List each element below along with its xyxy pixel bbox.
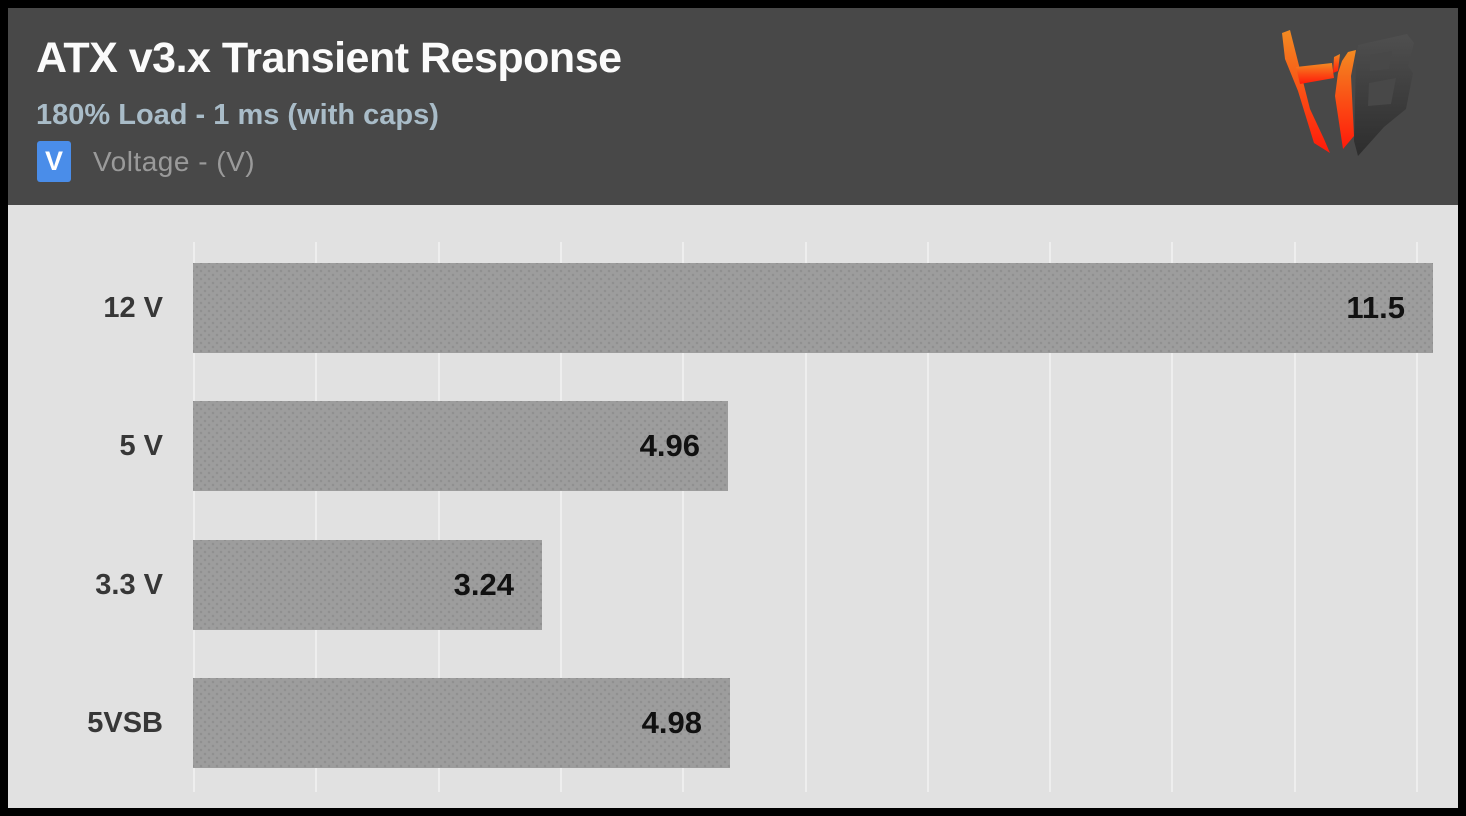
chart-row: 3.3 V 3.24	[8, 540, 1458, 630]
value-label: 4.98	[641, 705, 702, 740]
category-label: 5VSB	[87, 707, 163, 739]
category-label: 12 V	[103, 292, 163, 324]
plot-gridline	[682, 242, 685, 792]
legend-label: Voltage - (V)	[93, 145, 256, 177]
chart-row: 5VSB 4.98	[8, 678, 1458, 768]
plot-gridline	[1049, 242, 1052, 792]
plot-gridline	[1171, 242, 1174, 792]
hardware-busters-logo-icon	[1282, 30, 1414, 156]
chart-title: ATX v3.x Transient Response	[36, 34, 622, 82]
chart-row: 12 V 11.5	[8, 263, 1458, 353]
value-bar: 4.96	[193, 401, 728, 491]
chart-header: ATX v3.x Transient Response 180% Load - …	[8, 8, 1458, 205]
legend: V Voltage - (V)	[37, 141, 255, 182]
legend-voltage-swatch: V	[37, 141, 71, 182]
chart-row: 5 V 4.96	[8, 401, 1458, 491]
value-bar: 4.98	[193, 678, 730, 768]
legend-swatch-letter: V	[44, 146, 63, 176]
plot-gridline	[1293, 242, 1296, 792]
plot-gridline	[1416, 242, 1418, 792]
value-label: 3.24	[453, 567, 514, 602]
plot-gridline	[559, 242, 562, 792]
plot-gridline	[315, 242, 318, 792]
chart-frame: ATX v3.x Transient Response 180% Load - …	[8, 8, 1458, 808]
category-label: 3.3 V	[95, 569, 163, 601]
value-label: 11.5	[1346, 290, 1405, 325]
chart-area: 12 V 11.5 5 V 4.96 3.3 V 3.24 5VSB 4.98	[8, 205, 1458, 808]
value-bar: 3.24	[193, 540, 542, 630]
plot-gridline	[804, 242, 807, 792]
value-label: 4.96	[639, 428, 700, 463]
plot-gridline	[193, 242, 195, 792]
plot-gridline	[926, 242, 929, 792]
plot-gridline	[437, 242, 440, 792]
value-bar: 11.5	[193, 263, 1433, 353]
chart-subtitle: 180% Load - 1 ms (with caps)	[36, 99, 439, 131]
category-label: 5 V	[119, 430, 163, 462]
